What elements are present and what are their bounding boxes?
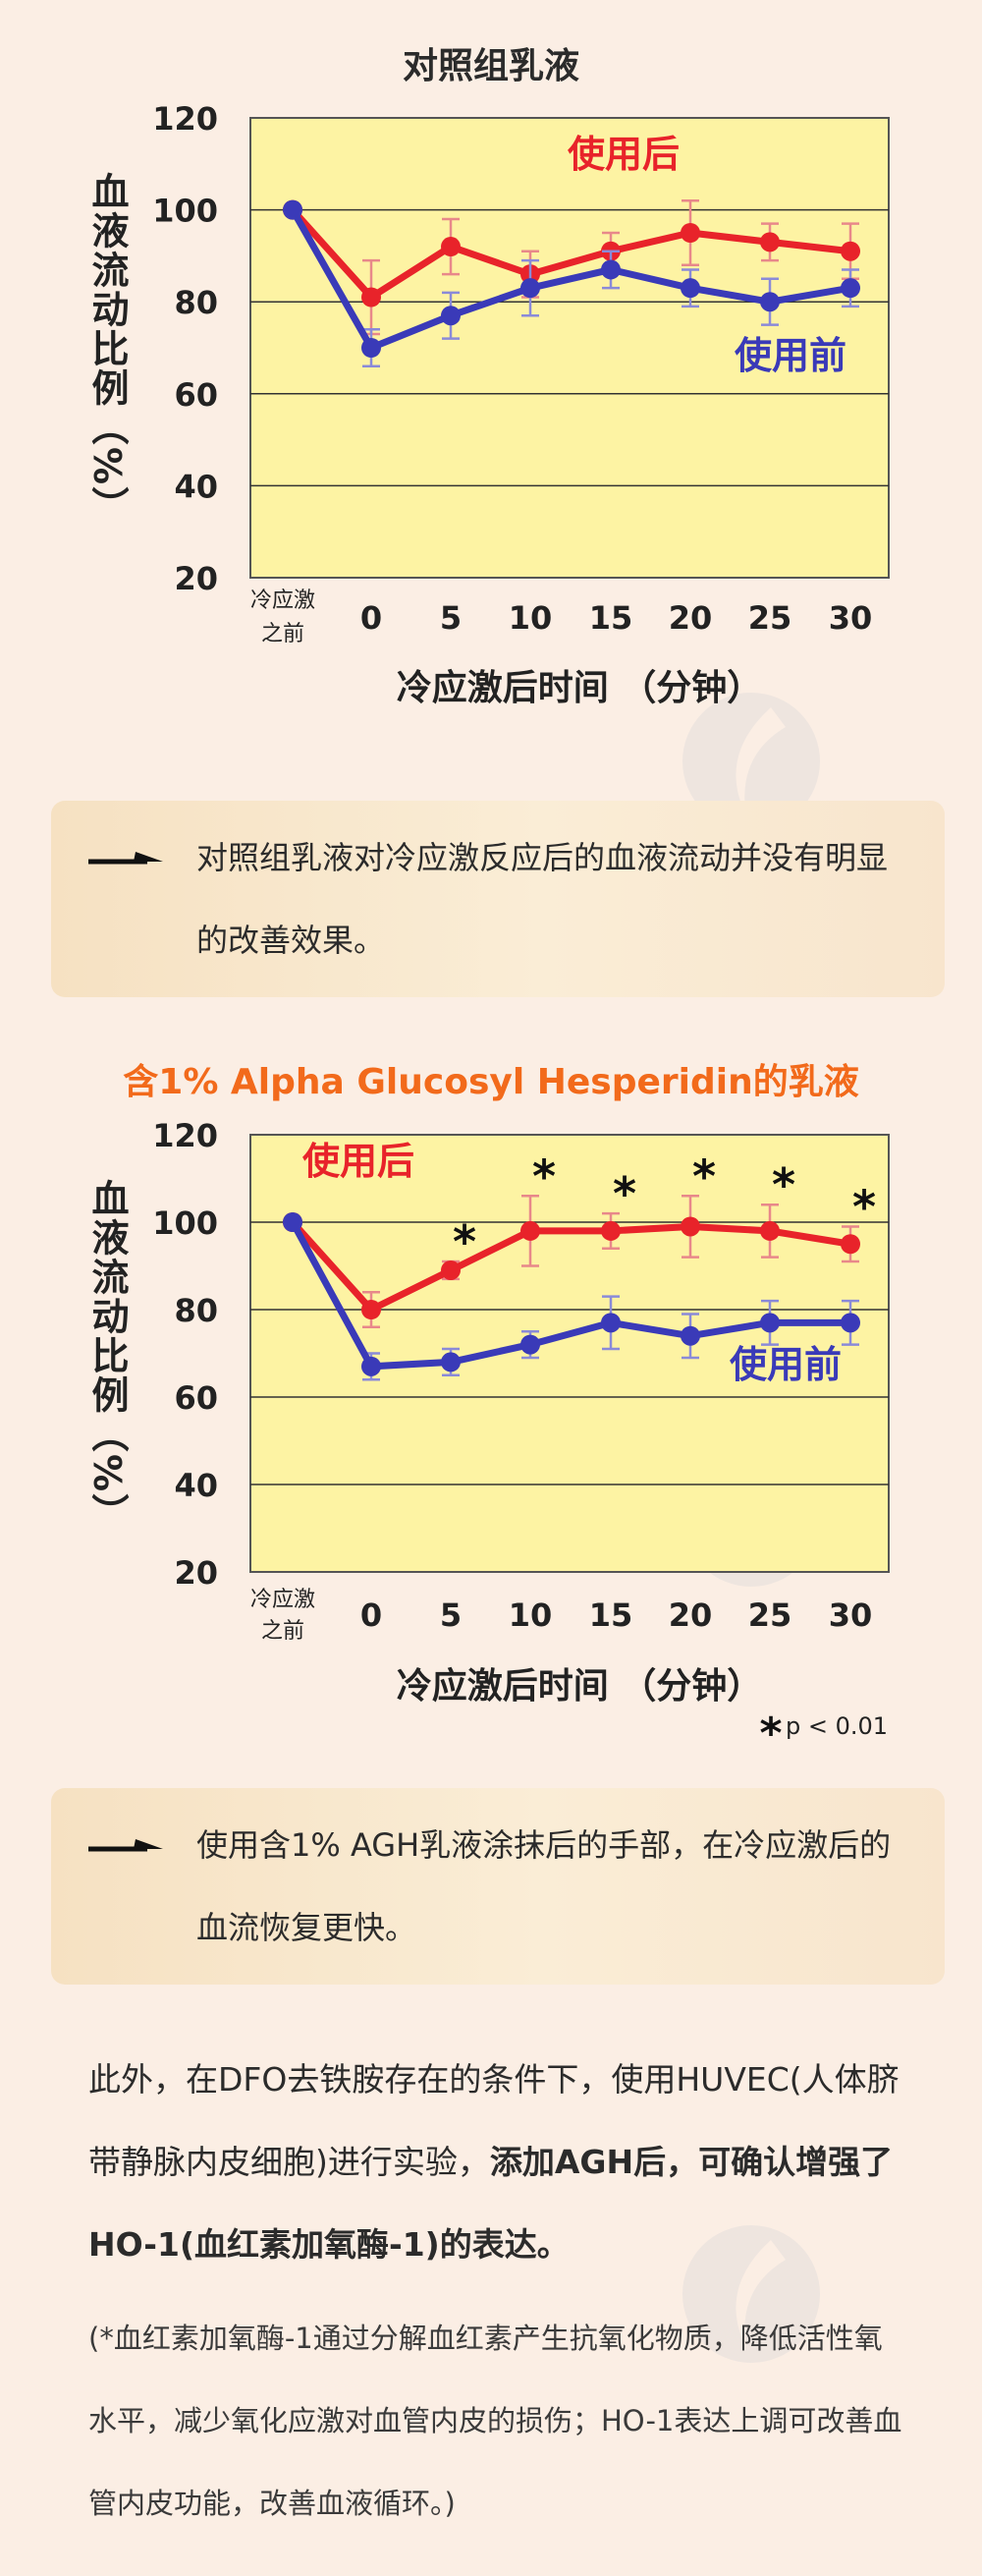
significance-note: p < 0.01 <box>786 1712 888 1740</box>
significance-mark: * <box>852 1180 876 1233</box>
body-paragraph: 此外，在DFO去铁胺存在的条件下，使用HUVEC(人体脐带静脉内皮细胞)进行实验… <box>88 2039 903 2286</box>
data-point <box>841 1234 860 1255</box>
data-point <box>601 259 621 280</box>
series-line <box>289 207 851 352</box>
note-box: 对照组乳液对冷应激反应后的血液流动并没有明显的改善效果。 <box>51 801 945 997</box>
y-tick-label: 20 <box>174 560 218 597</box>
series-label: 使用前 <box>735 334 846 377</box>
data-point <box>760 1313 780 1333</box>
significance-mark: * <box>453 1215 476 1268</box>
paragraph-normal: 此外，在DFO去铁胺存在的条件下，使用HUVEC(人体脐带静脉内皮细胞)进行实验… <box>88 2060 900 2181</box>
x-tick-label: 25 <box>748 1596 792 1634</box>
x-tick-label: 20 <box>669 599 713 637</box>
x-tick-label: 0 <box>360 599 382 637</box>
y-tick-label: 20 <box>174 1554 218 1592</box>
significance-mark: * <box>532 1149 556 1203</box>
data-point <box>681 223 700 243</box>
series-label: 使用后 <box>568 133 680 176</box>
x-tick-label: 30 <box>829 1596 873 1634</box>
data-point <box>361 287 381 308</box>
y-axis-label: 血液流动比例（%） <box>85 1179 129 1534</box>
note-text: 对照组乳液对冷应激反应后的血液流动并没有明显的改善效果。 <box>196 839 889 959</box>
y-axis-label: 血液流动比例（%） <box>85 172 129 527</box>
x-tick-label: 0 <box>360 1596 382 1634</box>
x-tick-label: 10 <box>509 599 553 637</box>
watermark-logo-icon <box>682 693 820 830</box>
chart-title: 对照组乳液 <box>402 46 579 86</box>
arrow-right-icon <box>88 852 163 865</box>
data-point <box>760 1220 780 1241</box>
x-tick-label: 25 <box>748 599 792 637</box>
note-box: 使用含1% AGH乳液涂抹后的手部，在冷应激后的血流恢复更快。 <box>51 1788 945 1985</box>
data-point <box>441 1352 461 1372</box>
chart-control: 对照组乳液 血液流动比例（%） 20 40 60 80 100 120 冷应激之前 0 5 10 1… <box>0 0 982 747</box>
x-tick-label: 之前 <box>261 1619 304 1644</box>
data-point <box>841 1313 860 1333</box>
significance-mark: * <box>772 1158 795 1211</box>
y-tick-label: 60 <box>174 376 218 414</box>
x-tick-label: 30 <box>829 599 873 637</box>
data-point <box>760 232 780 252</box>
data-point <box>361 338 381 358</box>
data-point <box>283 199 302 220</box>
y-tick-label: 80 <box>174 284 218 321</box>
data-point <box>760 292 780 312</box>
data-point <box>520 1220 540 1241</box>
note-text: 使用含1% AGH乳液涂抹后的手部，在冷应激后的血流恢复更快。 <box>196 1826 892 1946</box>
x-tick-label: 15 <box>589 1596 633 1634</box>
series-label: 使用后 <box>302 1140 414 1183</box>
plot-area <box>249 117 890 579</box>
data-point <box>441 1260 461 1280</box>
x-tick-label: 10 <box>509 1596 553 1634</box>
y-tick-label: 60 <box>174 1379 218 1417</box>
data-point <box>361 1300 381 1319</box>
data-point <box>441 237 461 257</box>
data-point <box>441 306 461 326</box>
y-tick-label: 100 <box>152 1204 218 1242</box>
data-point <box>361 1356 381 1376</box>
series-line <box>289 1220 850 1371</box>
watermark-logo-icon <box>682 2225 820 2363</box>
data-point <box>681 1216 700 1237</box>
x-tick-label: 5 <box>440 1596 462 1634</box>
y-tick-label: 100 <box>152 193 218 230</box>
series-line <box>290 1219 851 1314</box>
significance-mark: * <box>613 1167 636 1220</box>
data-point <box>520 1334 540 1355</box>
series-label: 使用前 <box>730 1343 842 1386</box>
y-tick-label: 40 <box>174 468 218 505</box>
data-point <box>601 1220 621 1241</box>
x-axis-label: 冷应激后时间 （分钟） <box>397 1666 763 1707</box>
data-point <box>681 278 700 299</box>
x-tick-label: 冷应激 <box>250 588 315 613</box>
y-tick-label: 120 <box>152 100 218 138</box>
x-tick-label: 之前 <box>261 622 304 646</box>
data-point <box>283 1212 302 1232</box>
data-point <box>601 1313 621 1333</box>
chart-agh: 含1% Alpha Glucosyl Hesperidin的乳液 血液流动比例（… <box>0 1041 982 1759</box>
chart-title: 含1% Alpha Glucosyl Hesperidin的乳液 <box>123 1062 859 1102</box>
y-tick-label: 80 <box>174 1292 218 1329</box>
data-point <box>841 278 860 299</box>
x-axis-label: 冷应激后时间 （分钟） <box>397 668 763 708</box>
x-tick-label: 15 <box>589 599 633 637</box>
significance-star-icon: * <box>759 1708 782 1759</box>
y-tick-label: 120 <box>152 1117 218 1154</box>
data-point <box>681 1325 700 1346</box>
data-point <box>841 241 860 261</box>
y-tick-label: 40 <box>174 1467 218 1504</box>
series-line <box>290 207 851 302</box>
significance-mark: * <box>692 1149 716 1203</box>
footnote: (*血红素加氧酶-1通过分解血红素产生抗氧化物质，降低活性氧水平，减少氧化应激对… <box>88 2322 902 2520</box>
x-tick-label: 5 <box>440 599 462 637</box>
paragraph-bold: 添加AGH后，可确认增强了HO-1(血红素加氧酶-1)的表达。 <box>88 2143 894 2264</box>
plot-area <box>249 1134 890 1573</box>
data-point <box>520 278 540 299</box>
arrow-right-icon <box>88 1839 163 1852</box>
x-tick-label: 20 <box>669 1596 713 1634</box>
x-tick-label: 冷应激 <box>250 1588 315 1612</box>
